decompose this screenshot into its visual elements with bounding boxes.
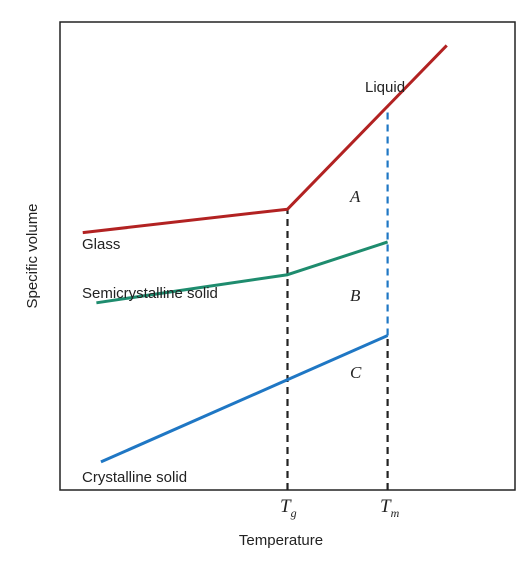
annotation-liquid: Liquid <box>365 79 405 96</box>
series-line-crystalline-solid <box>100 334 389 464</box>
region-label-b: B <box>350 286 361 305</box>
region-label-c: C <box>350 363 362 382</box>
tick-label-tg: Tg <box>280 496 297 520</box>
region-label-a: A <box>349 187 361 206</box>
y-axis-title: Specific volume <box>24 203 41 308</box>
annotation-semicrystalline: Semicrystalline solid <box>82 285 218 302</box>
annotation-crystalline: Crystalline solid <box>82 469 187 486</box>
tick-label-tm: Tm <box>380 496 400 520</box>
annotation-glass: Glass <box>82 236 120 253</box>
series-line-glass <box>82 44 448 235</box>
series-line-semicrystalline-solid <box>96 240 389 305</box>
x-axis-title: Temperature <box>239 532 323 549</box>
